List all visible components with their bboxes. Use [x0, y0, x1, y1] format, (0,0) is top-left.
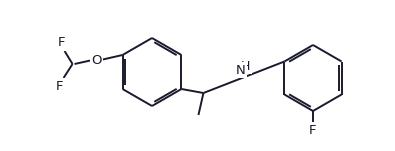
Text: F: F: [56, 79, 63, 93]
Text: F: F: [309, 124, 317, 137]
Text: N: N: [236, 64, 246, 77]
Text: O: O: [91, 55, 102, 67]
Text: F: F: [58, 37, 65, 50]
Text: H: H: [241, 60, 250, 73]
